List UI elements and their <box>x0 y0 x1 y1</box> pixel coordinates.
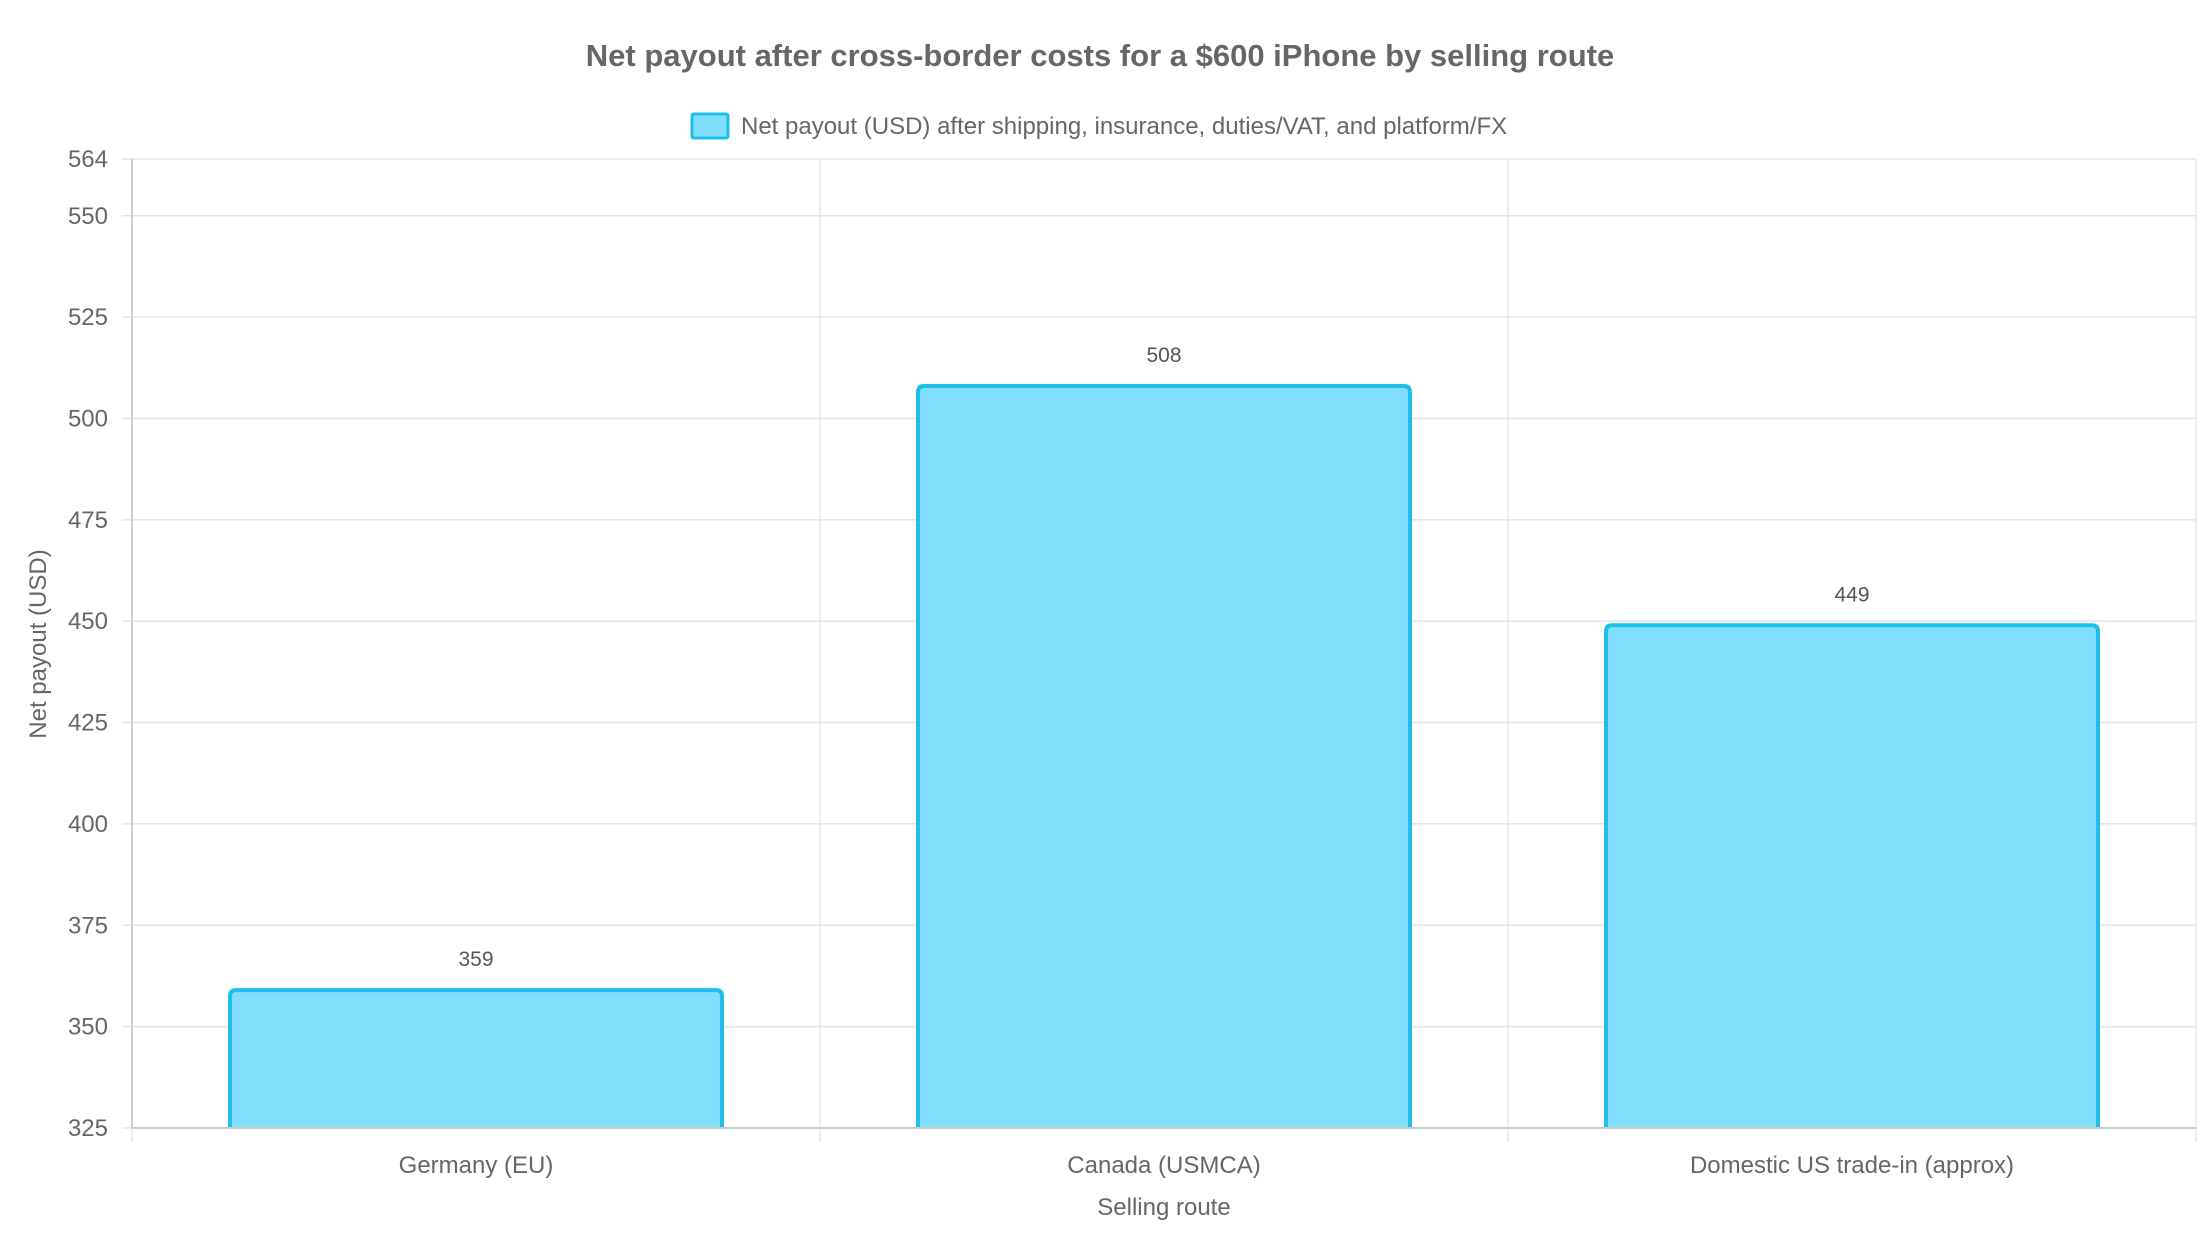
axes: 325 350 375 400 425 450 475 500 525 550 564 Germany… <box>68 146 2196 1179</box>
bars <box>228 384 2100 1128</box>
y-tick-label: 500 <box>68 405 108 432</box>
bar[interactable] <box>916 384 1412 1128</box>
legend[interactable]: Net payout (USD) after shipping, insuran… <box>690 112 1507 140</box>
y-tick-label: 400 <box>68 811 108 838</box>
chart-title: Net payout after cross-border costs for … <box>586 38 1614 73</box>
legend-label: Net payout (USD) after shipping, insuran… <box>741 113 1507 140</box>
y-tick-label: 564 <box>68 146 108 173</box>
y-tick-label: 350 <box>68 1014 108 1041</box>
y-tick-label: 475 <box>68 507 108 534</box>
legend-swatch <box>690 112 730 140</box>
bar-value-label: 359 <box>458 948 493 971</box>
x-tick-label: Canada (USMCA) <box>1067 1152 1260 1179</box>
bar[interactable] <box>228 988 724 1128</box>
y-tick-label: 375 <box>68 912 108 939</box>
bar-value-label: 449 <box>1834 583 1869 606</box>
bar-value-label: 508 <box>1146 344 1181 367</box>
y-tick-label: 525 <box>68 304 108 331</box>
y-tick-label: 450 <box>68 608 108 635</box>
x-tick-label: Domestic US trade-in (approx) <box>1690 1152 2014 1179</box>
bar[interactable] <box>1604 623 2100 1128</box>
data-labels: 359 508 449 <box>458 344 1869 971</box>
x-tick-label: Germany (EU) <box>399 1152 554 1179</box>
y-tick-label: 550 <box>68 203 108 230</box>
x-axis-title: Selling route <box>1097 1194 1230 1221</box>
y-tick-label: 325 <box>68 1115 108 1142</box>
y-axis-title: Net payout (USD) <box>25 549 52 738</box>
y-tick-label: 425 <box>68 710 108 737</box>
